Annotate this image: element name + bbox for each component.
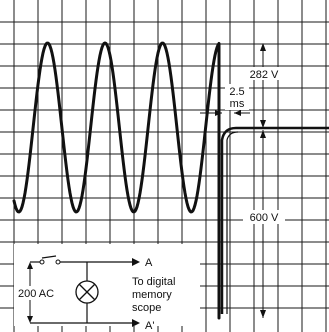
step-voltage-label: 600 V xyxy=(250,212,279,224)
lamp-icon xyxy=(75,280,99,304)
source-voltage-label: 200 AC xyxy=(18,288,54,300)
interval-unit-label: ms xyxy=(230,98,245,110)
step-response-trace xyxy=(220,126,329,314)
circuit-inset: A A' 200 AC To digital memory scope xyxy=(14,244,200,332)
scope-label-line2: memory xyxy=(132,289,172,301)
inner-step-line xyxy=(226,131,239,314)
node-a-label: A xyxy=(145,257,153,269)
step-voltage-dimension: 600 V xyxy=(243,130,285,318)
arrow-a xyxy=(132,258,140,266)
scope-label-line1: To digital xyxy=(132,276,175,288)
node-a-prime-label: A' xyxy=(145,320,154,332)
interval-dimension: 2.5 ms xyxy=(200,84,250,116)
peak-voltage-dimension: 282 V xyxy=(243,43,285,128)
peak-voltage-label: 282 V xyxy=(250,69,279,81)
arrow-a-prime xyxy=(132,319,140,327)
interval-value-label: 2.5 xyxy=(229,86,244,98)
scope-label-line3: scope xyxy=(132,302,161,314)
waveform-trace xyxy=(12,41,221,320)
switch-lever xyxy=(41,255,57,259)
